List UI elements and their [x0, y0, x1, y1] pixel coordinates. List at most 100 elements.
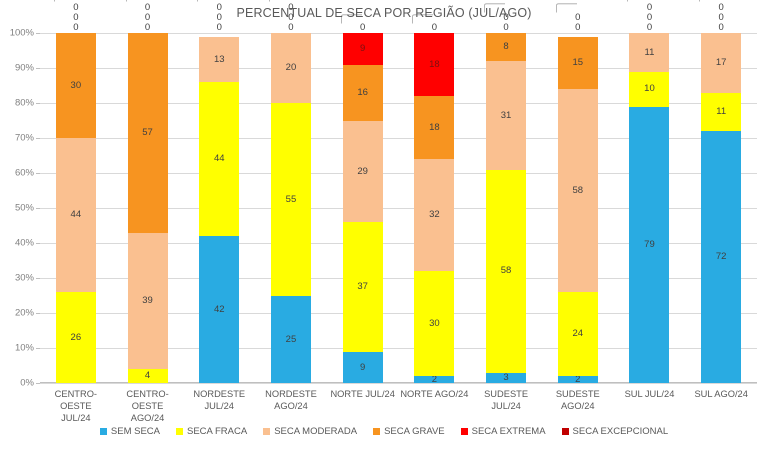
legend-label: SEM SECA [110, 426, 160, 437]
bar-segment[interactable]: 15 [557, 36, 598, 89]
bar-segment[interactable]: 11 [629, 33, 670, 72]
gridline [40, 103, 757, 104]
legend-label: SECA EXTREMA [471, 426, 546, 437]
bar-segment-value-label: 24 [572, 328, 584, 340]
legend-item[interactable]: SEM SECA [99, 426, 160, 437]
y-tick-label: 60% [14, 167, 34, 179]
bar-segment[interactable]: 57 [127, 33, 168, 233]
bar-segment-value-label: 2 [431, 373, 437, 385]
stacked-bar[interactable]: 25 55 20 0 0 0 [269, 0, 311, 383]
legend-item[interactable]: SECA EXTREMA [460, 426, 546, 437]
y-tick-mark [36, 103, 40, 104]
bar-slot: 3 58 31 8 0 0 [470, 3, 542, 383]
bar-segment[interactable]: 55 [270, 103, 311, 296]
stacked-bar[interactable]: 2 30 32 18 18 0 [412, 14, 455, 385]
bar-segment[interactable]: 2 [414, 373, 455, 385]
bar-segment[interactable]: 31 [486, 61, 527, 170]
bar-segment-value-label: 0 [646, 22, 653, 34]
bar-segment[interactable]: 44 [199, 82, 240, 236]
gridline [40, 208, 757, 209]
bar-segment[interactable]: 37 [342, 222, 383, 352]
bar-segment-value-label: 58 [500, 265, 512, 277]
stacked-bar[interactable]: 26 44 30 0 0 0 [53, 0, 96, 383]
bar-segment[interactable]: 32 [414, 159, 455, 271]
bar-segment[interactable]: 9 [342, 33, 383, 65]
bar-segment[interactable]: 26 [55, 292, 96, 383]
bar-segment[interactable]: 8 [486, 33, 527, 61]
bar-segment[interactable]: 16 [342, 64, 383, 121]
bar-slot: 79 10 11 0 0 0 [614, 0, 686, 383]
leader-line [53, 0, 76, 2]
legend-item[interactable]: SECA EXCEPCIONAL [561, 426, 668, 437]
bar-segment[interactable]: 79 [629, 106, 670, 383]
bar-segment-value-label: 0 [144, 22, 151, 34]
bar-segment[interactable]: 17 [701, 33, 742, 93]
stacked-bar[interactable]: 79 10 11 0 0 0 [627, 0, 670, 383]
bar-segment-value-label: 9 [360, 361, 366, 373]
bar-segment-value-label: 0 [575, 22, 581, 34]
bar-series-group: 26 44 30 0 0 0 4 39 57 0 0 0 42 44 13 0 0 0 25 55 20 0 0 0 9 37 29… [40, 0, 757, 385]
bar-segment[interactable]: 20 [270, 33, 311, 103]
bar-segment[interactable]: 24 [557, 292, 598, 376]
bar-segment[interactable]: 11 [701, 92, 742, 131]
bar-segment-value-label: 58 [572, 184, 584, 196]
legend-label: SECA GRAVE [384, 426, 445, 437]
bar-segment[interactable]: 30 [414, 271, 455, 376]
bar-segment[interactable]: 39 [127, 232, 168, 369]
legend-color-swatch [373, 428, 381, 435]
bar-segment[interactable]: 30 [55, 33, 96, 138]
bar-segment[interactable]: 58 [486, 169, 527, 373]
y-tick-mark [36, 138, 40, 139]
leader-line [269, 0, 291, 2]
zero-value-labels: 0 [343, 23, 383, 33]
bar-segment-value-label: 15 [572, 57, 584, 68]
bar-segment-value-label: 30 [429, 317, 440, 329]
bar-segment-value-label: 72 [715, 251, 727, 263]
chart-title: PERCENTUAL DE SECA POR REGIÃO (JUL/AGO) [236, 6, 532, 20]
plot-area: 26 44 30 0 0 0 4 39 57 0 0 0 42 44 13 0 0 0 25 55 20 0 0 0 9 37 29… [36, 0, 757, 385]
legend-color-swatch [99, 428, 107, 435]
bar-segment[interactable]: 29 [342, 120, 383, 222]
bar-segment[interactable]: 44 [55, 138, 96, 292]
bar-segment[interactable]: 42 [199, 236, 240, 383]
leader-line [197, 0, 219, 2]
stacked-bar[interactable]: 3 58 31 8 0 0 [484, 3, 527, 383]
bar-slot: 42 44 13 0 0 0 [183, 0, 255, 383]
bar-segment-value-label: 3 [503, 372, 509, 383]
bar-segment[interactable]: 18 [414, 33, 455, 96]
bar-segment[interactable]: 18 [414, 96, 455, 159]
bar-segment[interactable]: 2 [557, 375, 598, 384]
stacked-bar[interactable]: 9 37 29 16 9 0 [340, 14, 383, 383]
legend-item[interactable]: SECA FRACA [176, 426, 247, 437]
stacked-bar[interactable]: 2 24 58 15 0 0 [555, 3, 598, 384]
chart-legend: SEM SECA SECA FRACA SECA MODERADA SECA GRAV… [0, 426, 768, 437]
bar-segment-value-label: 44 [70, 209, 82, 221]
bar-segment[interactable]: 10 [629, 71, 670, 107]
bar-segment-value-label: 13 [213, 53, 225, 65]
bar-segment[interactable]: 9 [342, 351, 383, 383]
bar-segment[interactable]: 3 [486, 372, 527, 383]
gridline [40, 33, 757, 34]
y-tick-label: 50% [14, 202, 34, 214]
y-tick-label: 0% [20, 377, 34, 389]
y-tick-mark [36, 278, 40, 279]
bar-segment-value-label: 8 [503, 41, 509, 53]
bar-segment-value-label: 44 [213, 153, 225, 165]
gridline [40, 173, 757, 174]
bar-slot: 2 24 58 15 0 0 [542, 3, 614, 384]
x-axis-line [40, 382, 757, 383]
bar-segment[interactable]: 72 [701, 131, 742, 383]
bar-segment-value-label: 26 [70, 331, 82, 343]
stacked-bar[interactable]: 42 44 13 0 0 0 [197, 0, 240, 383]
stacked-bar[interactable]: 72 11 17 0 0 0 [699, 0, 742, 383]
bar-segment[interactable]: 13 [199, 36, 240, 82]
legend-item[interactable]: SECA GRAVE [373, 426, 445, 437]
legend-item[interactable]: SECA MODERADA [263, 426, 357, 437]
bar-segment[interactable]: 58 [557, 89, 598, 292]
bar-segment[interactable]: 25 [270, 295, 311, 383]
bar-segment-value-label: 31 [500, 109, 512, 121]
gridline [40, 138, 757, 139]
stacked-bar[interactable]: 4 39 57 0 0 0 [125, 0, 168, 383]
bar-segment[interactable]: 4 [127, 369, 168, 383]
